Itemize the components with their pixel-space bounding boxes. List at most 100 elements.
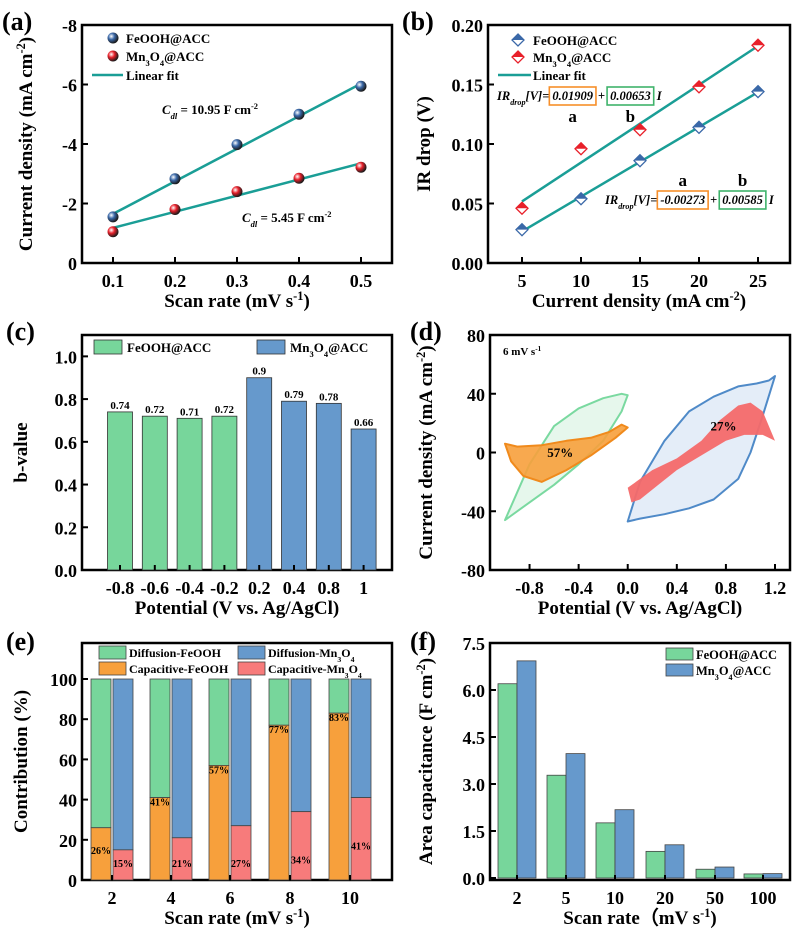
x-tick-label: 1.2: [764, 578, 787, 598]
equation-feooh-coef-b: 0.00585: [722, 193, 763, 207]
x-tick-label: 2: [513, 888, 522, 908]
bar-value-label: 0.71: [180, 406, 199, 418]
bar-diffusion-feooh: [90, 678, 112, 829]
equation-mn3o4-coef-b: 0.00653: [610, 89, 651, 103]
equation-feooh-prefix: IRdrop[V]=: [604, 193, 657, 211]
bar-feooh: [695, 868, 716, 879]
equation-feooh-plus: +: [710, 193, 717, 207]
bar-capacitive-feooh: [268, 724, 290, 881]
legend-swatch: [237, 661, 266, 676]
x-tick-label: 8: [286, 888, 295, 908]
x-tick-label: 0.5: [350, 271, 373, 291]
legend-marker-mn3o4: [107, 50, 119, 62]
x-tick-label: 5: [518, 271, 527, 291]
legend-label-feooh: FeOOH@ACC: [126, 31, 210, 46]
bar-value-label: 0.72: [215, 404, 235, 416]
y-tick-label: 0.20: [452, 16, 484, 36]
y-tick-label: 80: [59, 710, 77, 730]
x-tick-label: 10: [606, 888, 624, 908]
label-a-feooh: a: [678, 171, 687, 190]
legend-swatch-mn3o4: [665, 663, 694, 677]
y-tick-label: 0.05: [452, 195, 484, 215]
x-tick-label: 1: [359, 578, 368, 598]
x-axis-label: Scan rate（mV s-1): [563, 906, 717, 929]
bar-mn3o4: [762, 873, 783, 879]
y-tick-label: 0.15: [452, 76, 484, 96]
data-point-feooh-fill: [516, 223, 528, 230]
y-tick-label: 0.10: [452, 135, 484, 155]
legend-label-feooh: FeOOH@ACC: [696, 648, 777, 662]
y-axis-label: Current density (mA cm-2): [14, 37, 37, 251]
legend-label: Capacitive-Mn3O4: [268, 662, 362, 680]
y-tick-label: 4.5: [463, 728, 486, 748]
panel-label-e: (e): [6, 627, 35, 656]
x-tick-label: 0.4: [666, 578, 689, 598]
bar-capacitive-mn3o4: [290, 811, 312, 881]
legend-swatch: [98, 661, 127, 676]
bar-diffusion-feooh: [268, 678, 290, 726]
y-axis-label: Contribution (%): [11, 690, 32, 833]
bar-feooh: [743, 873, 764, 879]
legend-label-feooh: FeOOH@ACC: [533, 33, 617, 48]
panel-a-cdl-plot: 0 -2 -4 -6 -8 0.1 0.2 0.3 0.4 0.5 Scan rate (mV s-…: [14, 16, 394, 312]
equation-feooh-coef-a: -0.00273: [660, 193, 705, 207]
cdl-annotation-feooh: Cdl = 10.95 F cm-2: [162, 101, 258, 121]
y-axis-label: b-value: [11, 422, 32, 482]
bar-feooh: [645, 850, 666, 879]
y-tick-label: 0: [68, 871, 77, 891]
y-tick-label: -6: [62, 76, 77, 96]
panel-e-contribution-chart: 0 20 40 60 80 100 Scan rate (mV s-1) Contributi…: [11, 641, 394, 929]
bar-diffusion-mn3o4: [171, 678, 193, 839]
x-tick-label: 50: [706, 888, 724, 908]
value-label-mn3o4: 15%: [113, 859, 133, 870]
bar-diffusion-mn3o4: [112, 678, 134, 851]
y-axis-label: IR drop (V): [414, 96, 435, 192]
y-tick-label: -80: [461, 561, 485, 581]
bar-0.8: [315, 402, 342, 571]
bar--0.6: [141, 415, 168, 571]
capacitive-region-mn3o4: [627, 402, 775, 503]
scan-rate-note: 6 mV s-1: [503, 345, 542, 358]
y-tick-label: 0.0: [463, 869, 486, 889]
data-point-feooh: [355, 80, 367, 92]
y-tick-label: 0: [476, 444, 485, 464]
data-point-mn3o4-fill: [516, 202, 528, 209]
x-tick-label: 100: [750, 888, 777, 908]
bar-value-label: 0.9: [252, 366, 266, 378]
y-tick-label: 0: [68, 254, 77, 274]
capacitive-region-feooh: [504, 423, 629, 483]
x-tick-label: 15: [631, 271, 649, 291]
x-tick-label: 0.0: [616, 578, 639, 598]
percentage-annotation: 27%: [710, 418, 736, 433]
x-tick-label: 20: [656, 888, 674, 908]
bar-capacitive-mn3o4: [171, 837, 193, 881]
data-point-feooh: [107, 211, 119, 223]
data-point-feooh-fill: [634, 154, 646, 161]
y-tick-label: 0.00: [452, 254, 484, 274]
bar-feooh: [595, 822, 616, 879]
value-label-mn3o4: 27%: [231, 859, 251, 870]
x-tick-label: 0.1: [102, 271, 125, 291]
x-tick-label: 2: [108, 888, 117, 908]
x-axis-label: Potential (V vs. Ag/AgCl): [538, 598, 742, 619]
bar-capacitive-mn3o4: [350, 797, 372, 881]
y-tick-label: 40: [59, 791, 77, 811]
y-tick-label: -40: [461, 502, 485, 522]
value-label-feooh: 77%: [269, 725, 289, 736]
bar-value-label: 0.74: [110, 400, 130, 412]
y-tick-label: -4: [62, 135, 77, 155]
equation-mn3o4-box-a: [548, 86, 597, 106]
y-tick-label: -2: [62, 195, 77, 215]
x-tick-label: 0.4: [283, 578, 306, 598]
equation-feooh-box-b: [718, 190, 767, 210]
x-tick-label: -0.8: [106, 578, 135, 598]
x-tick-label: -0.4: [175, 578, 204, 598]
bar-mn3o4: [664, 844, 685, 879]
y-tick-label: 1.0: [55, 347, 78, 367]
bar-0.2: [246, 377, 273, 571]
legend-label-feooh: FeOOH@ACC: [127, 340, 211, 355]
bar-value-label: 0.79: [284, 389, 304, 401]
legend-label: Diffusion-Mn3O4: [268, 646, 355, 664]
bar-capacitive-feooh: [90, 827, 112, 881]
value-label-feooh: 57%: [209, 765, 229, 776]
